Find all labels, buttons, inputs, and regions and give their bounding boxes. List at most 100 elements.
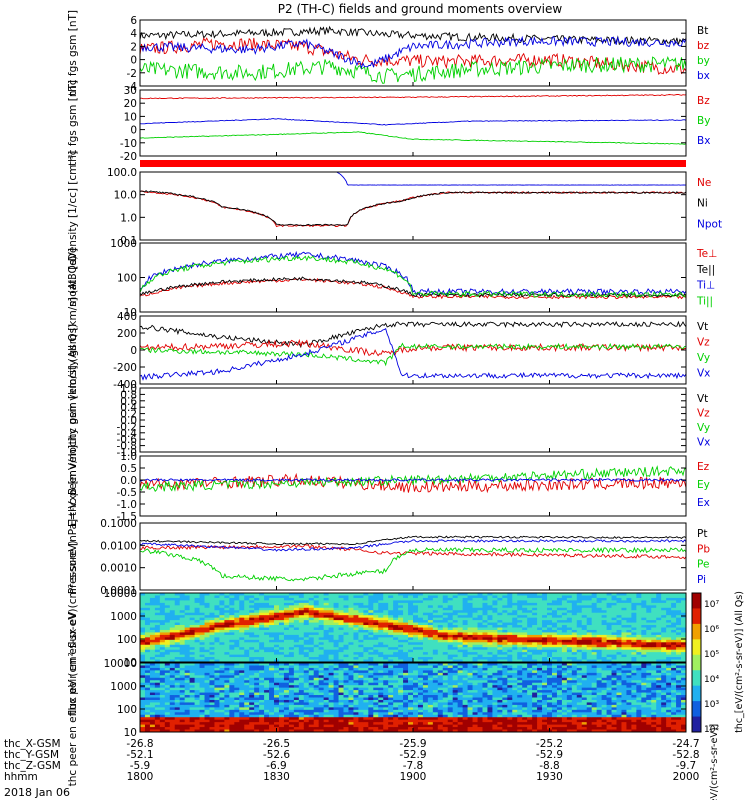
spectrogram-cell [185, 632, 190, 635]
spectrogram-cell [195, 680, 200, 683]
spectrogram-cell [383, 673, 388, 676]
spectrogram-cell [542, 620, 547, 623]
spectrogram-cell [408, 608, 413, 611]
spectrogram-cell [259, 623, 264, 626]
spectrogram-cell [175, 613, 180, 616]
spectrogram-cell [348, 727, 353, 730]
spectrogram-cell [388, 603, 393, 606]
spectrogram-cell [403, 725, 408, 728]
spectrogram-cell [229, 673, 234, 676]
spectrogram-cell [348, 610, 353, 613]
spectrogram-cell [160, 635, 165, 638]
spectrogram-cell [185, 608, 190, 611]
spectrogram-cell [150, 595, 155, 598]
spectrogram-cell [175, 688, 180, 691]
spectrogram-cell [517, 630, 522, 633]
spectrogram-cell [234, 710, 239, 713]
spectrogram-cell [279, 715, 284, 718]
spectrogram-cell [492, 640, 497, 643]
spectrogram-cell [239, 642, 244, 645]
spectrogram-cell [344, 655, 349, 658]
spectrogram-cell [577, 640, 582, 643]
spectrogram-cell [363, 635, 368, 638]
spectrogram-cell [557, 623, 562, 626]
spectrogram-cell [418, 670, 423, 673]
spectrogram-cell [324, 630, 329, 633]
spectrogram-cell [348, 603, 353, 606]
spectrogram-cell [269, 620, 274, 623]
spectrogram-cell [666, 647, 671, 650]
legend-Vx: Vx [697, 368, 710, 380]
spectrogram-cell [661, 637, 666, 640]
spectrogram-cell [170, 657, 175, 660]
spectrogram-cell [373, 637, 378, 640]
spectrogram-cell [150, 705, 155, 708]
spectrogram-cell [334, 690, 339, 693]
spectrogram-cell [170, 698, 175, 701]
spectrogram-cell [249, 705, 254, 708]
spectrogram-cell [279, 628, 284, 631]
spectrogram-cell [453, 642, 458, 645]
y-tick-label: -200 [113, 362, 137, 374]
spectrogram-cell [269, 675, 274, 678]
spectrogram-cell [438, 600, 443, 603]
spectrogram-cell [254, 650, 259, 653]
spectrogram-cell [577, 623, 582, 626]
spectrogram-cell [150, 700, 155, 703]
spectrogram-cell [209, 678, 214, 681]
spectrogram-cell [492, 647, 497, 650]
spectrogram-cell [239, 650, 244, 653]
spectrogram-cell [552, 623, 557, 626]
spectrogram-cell [438, 625, 443, 628]
spectrogram-cell [259, 665, 264, 668]
spectrogram-cell [363, 625, 368, 628]
spectrogram-cell [269, 615, 274, 618]
spectrogram-cell [562, 632, 567, 635]
spectrogram-cell [269, 598, 274, 601]
spectrogram-cell [219, 673, 224, 676]
spectrogram-cell [309, 710, 314, 713]
spectrogram-cell [180, 725, 185, 728]
spectrogram-cell [373, 688, 378, 691]
spectrogram-cell [631, 635, 636, 638]
spectrogram-cell [254, 625, 259, 628]
spectrogram-cell [398, 673, 403, 676]
spectrogram-cell [294, 642, 299, 645]
spectrogram-cell [358, 715, 363, 718]
spectrogram-cell [676, 628, 681, 631]
spectrogram-cell [299, 717, 304, 720]
spectrogram-cell [507, 632, 512, 635]
spectrogram-cell [254, 670, 259, 673]
spectrogram-cell [602, 595, 607, 598]
spectrogram-cell [358, 727, 363, 730]
spectrogram-cell [294, 618, 299, 621]
spectrogram-cell [453, 655, 458, 658]
spectrogram-cell [150, 717, 155, 720]
spectrogram-cell [547, 642, 552, 645]
spectrogram-cell [502, 603, 507, 606]
spectrogram-cell [378, 683, 383, 686]
spectrogram-cell [383, 680, 388, 683]
spectrogram-cell [398, 610, 403, 613]
spectrogram-cell [368, 610, 373, 613]
spectrogram-cell [458, 640, 463, 643]
spectrogram-cell [299, 620, 304, 623]
spectrogram-cell [626, 625, 631, 628]
spectrogram-cell [522, 603, 527, 606]
spectrogram-cell [229, 693, 234, 696]
spectrogram-cell [398, 702, 403, 705]
spectrogram-cell [388, 600, 393, 603]
spectrogram-cell [160, 615, 165, 618]
spectrogram-cell [224, 645, 229, 648]
spectrogram-cell [209, 608, 214, 611]
spectrogram-cell [383, 678, 388, 681]
spectrogram-cell [393, 717, 398, 720]
spectrogram-cell [358, 623, 363, 626]
spectrogram-cell [631, 618, 636, 621]
spectrogram-cell [522, 632, 527, 635]
spectrogram-cell [244, 623, 249, 626]
spectrogram-cell [155, 637, 160, 640]
spectrogram-cell [492, 613, 497, 616]
spectrogram-cell [324, 628, 329, 631]
spectrogram-cell [408, 720, 413, 723]
